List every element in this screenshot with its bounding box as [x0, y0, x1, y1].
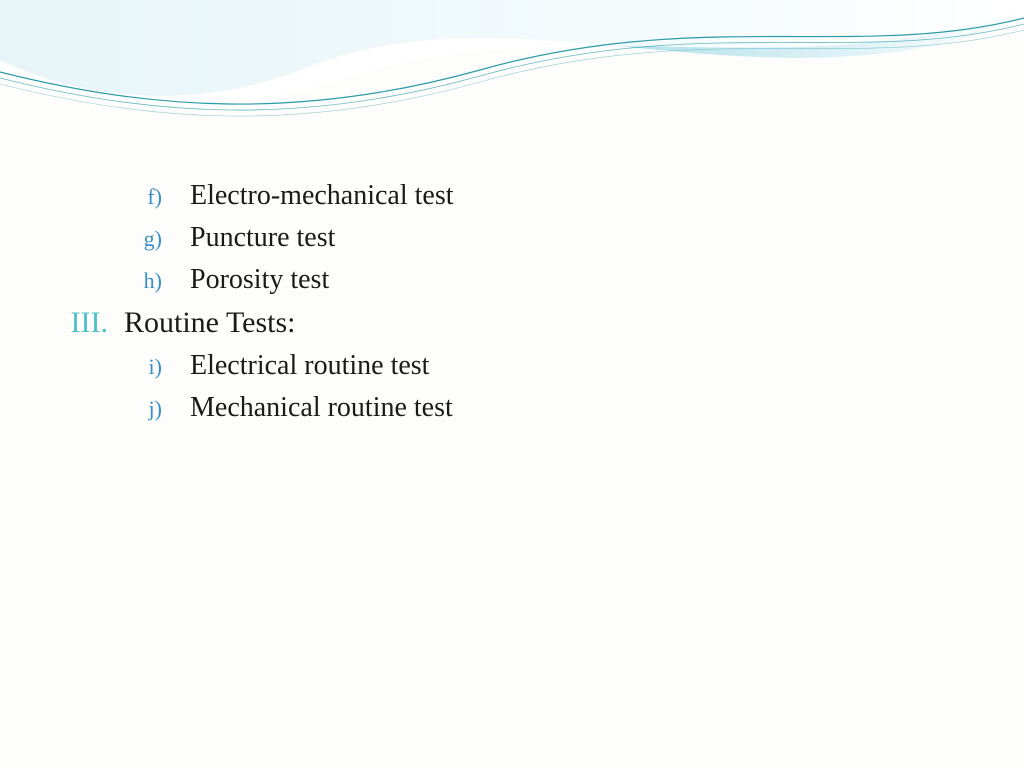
list-text: Mechanical routine test	[190, 392, 453, 424]
decorative-wave-header	[0, 0, 1024, 160]
list-marker: g)	[100, 226, 190, 252]
list-text: Puncture test	[190, 222, 335, 254]
list-marker: i)	[100, 354, 190, 380]
list-item: g) Puncture test	[100, 222, 964, 254]
list-item: h) Porosity test	[100, 264, 964, 296]
list-marker: f)	[100, 184, 190, 210]
list-item: f) Electro-mechanical test	[100, 180, 964, 212]
list-text: Electrical routine test	[190, 350, 429, 382]
list-marker: h)	[100, 268, 190, 294]
section-text: Routine Tests:	[124, 306, 296, 340]
list-item: i) Electrical routine test	[100, 350, 964, 382]
list-text: Electro-mechanical test	[190, 180, 454, 212]
section-marker: III.	[60, 306, 124, 340]
section-item: III. Routine Tests:	[60, 306, 964, 340]
list-marker: j)	[100, 396, 190, 422]
list-text: Porosity test	[190, 264, 329, 296]
slide-content: f) Electro-mechanical test g) Puncture t…	[60, 180, 964, 434]
list-item: j) Mechanical routine test	[100, 392, 964, 424]
